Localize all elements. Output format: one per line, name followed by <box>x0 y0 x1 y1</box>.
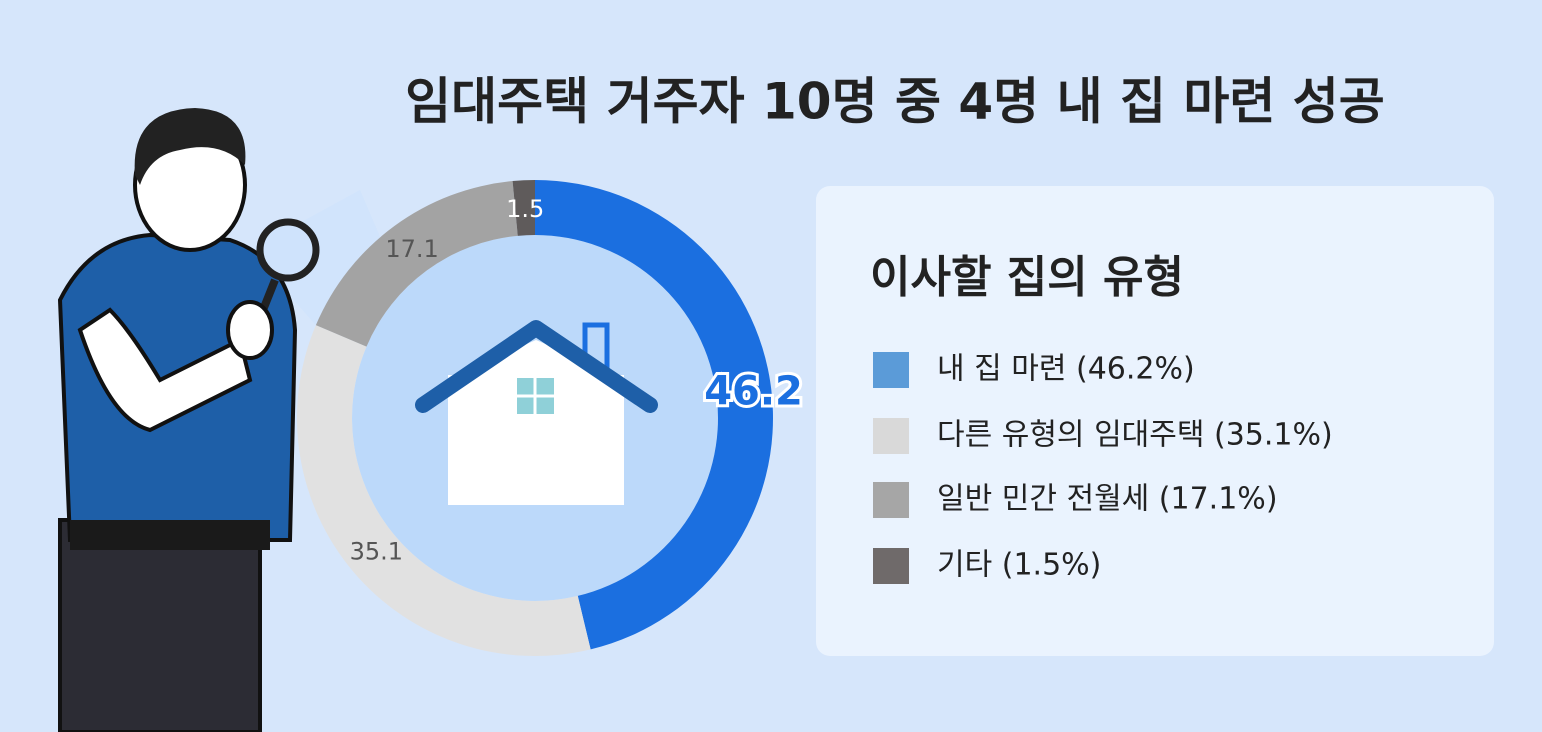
legend-label: 기타 (1.5%) <box>937 548 1101 583</box>
chart-title: 임대주택 거주자 10명 중 4명 내 집 마련 성공 <box>405 73 1385 131</box>
data-label: 17.1 <box>385 235 438 263</box>
legend-title: 이사할 집의 유형 <box>870 252 1184 303</box>
legend-panel <box>816 186 1494 656</box>
data-label: 1.5 <box>506 195 544 223</box>
data-label: 46.2 <box>704 368 803 414</box>
legend-swatch <box>873 352 909 388</box>
legend-label: 다른 유형의 임대주택 (35.1%) <box>937 418 1333 453</box>
legend-label: 내 집 마련 (46.2%) <box>937 352 1195 387</box>
donut-slice <box>296 325 591 656</box>
donut-slice <box>535 180 774 650</box>
legend-swatch <box>873 482 909 518</box>
legend-label: 일반 민간 전월세 (17.1%) <box>937 482 1278 517</box>
legend-swatch <box>873 548 909 584</box>
house-icon <box>415 320 658 505</box>
person-illustration <box>57 108 420 732</box>
data-label: 35.1 <box>350 537 403 565</box>
legend-swatch <box>873 418 909 454</box>
donut-slice <box>315 181 518 347</box>
donut-slice <box>512 180 535 236</box>
